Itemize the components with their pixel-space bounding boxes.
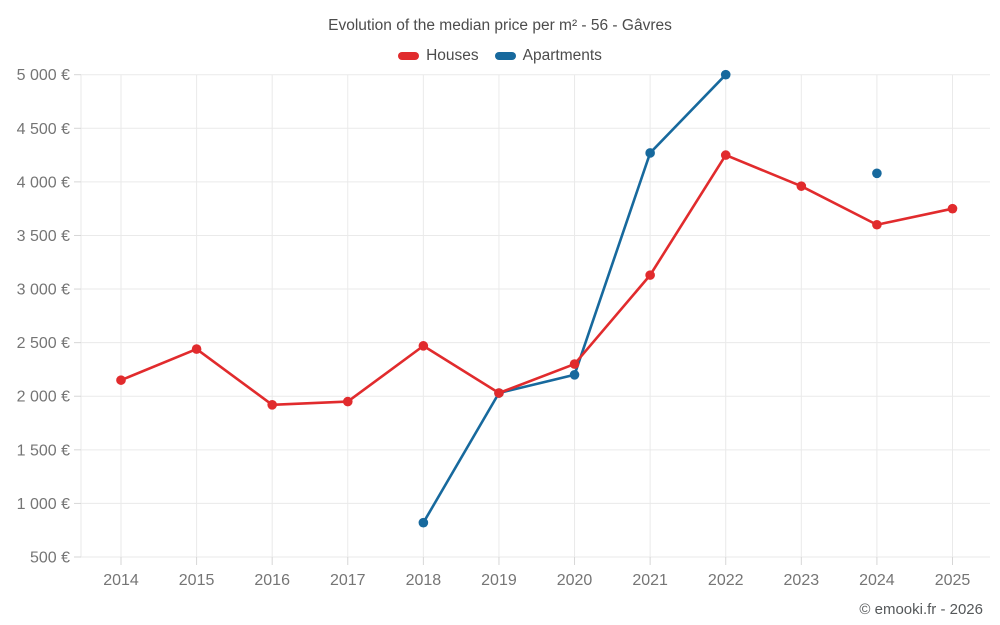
legend-label-apartments: Apartments xyxy=(522,47,602,64)
point-houses-2024 xyxy=(872,219,882,230)
point-houses-2025 xyxy=(947,203,958,214)
point-apartments-2021 xyxy=(645,148,655,158)
x-axis-label: 2018 xyxy=(406,572,442,589)
x-axis-label: 2016 xyxy=(254,572,290,589)
apartments-swatch-icon xyxy=(494,52,516,60)
y-axis-label: 5 000 € xyxy=(17,67,70,84)
x-axis-label: 2015 xyxy=(179,572,215,589)
houses-swatch-icon xyxy=(398,52,420,60)
point-houses-2021 xyxy=(645,270,655,280)
x-axis-label: 2014 xyxy=(103,572,139,589)
legend: Houses Apartments xyxy=(0,47,1000,65)
series-houses-line xyxy=(119,153,954,407)
point-houses-2018 xyxy=(418,341,429,351)
y-axis-label: 4 500 € xyxy=(17,121,70,138)
y-axis-label: 500 € xyxy=(30,550,70,567)
point-houses-2016 xyxy=(267,400,277,410)
point-apartments-2022 xyxy=(720,69,731,80)
point-houses-2022 xyxy=(720,150,731,160)
legend-label-houses: Houses xyxy=(426,47,479,64)
point-houses-2023 xyxy=(796,181,807,191)
point-houses-2020 xyxy=(569,359,580,369)
legend-item-apartments[interactable]: Apartments xyxy=(494,47,602,65)
x-axis-label: 2025 xyxy=(935,572,971,589)
point-apartments-2024 xyxy=(872,168,882,179)
x-axis-label: 2021 xyxy=(632,572,668,589)
x-axis-label: 2022 xyxy=(708,572,744,589)
point-apartments-2018 xyxy=(418,517,429,528)
y-axis-label: 1 500 € xyxy=(17,442,70,459)
point-houses-2017 xyxy=(342,396,353,407)
x-axis-label: 2017 xyxy=(330,572,366,589)
credit-footer: © emooki.fr - 2026 xyxy=(859,601,983,618)
legend-item-houses[interactable]: Houses xyxy=(398,47,479,65)
x-axis-label: 2019 xyxy=(481,572,517,589)
chart-title: Evolution of the median price per m² - 5… xyxy=(328,17,672,34)
x-axis-label: 2024 xyxy=(859,572,895,589)
x-axis-label: 2023 xyxy=(784,572,820,589)
y-axis-label: 3 000 € xyxy=(17,282,70,299)
y-axis-label: 4 000 € xyxy=(17,174,70,191)
point-houses-2019 xyxy=(494,388,504,398)
point-houses-2014 xyxy=(116,375,126,385)
y-axis-label: 2 500 € xyxy=(17,335,70,352)
y-axis-label: 3 500 € xyxy=(17,228,70,245)
point-houses-2015 xyxy=(191,344,202,354)
x-axis-label: 2020 xyxy=(557,572,593,589)
y-axis-label: 2 000 € xyxy=(17,389,70,406)
point-apartments-2020 xyxy=(569,369,580,380)
y-axis-label: 1 000 € xyxy=(17,496,70,513)
